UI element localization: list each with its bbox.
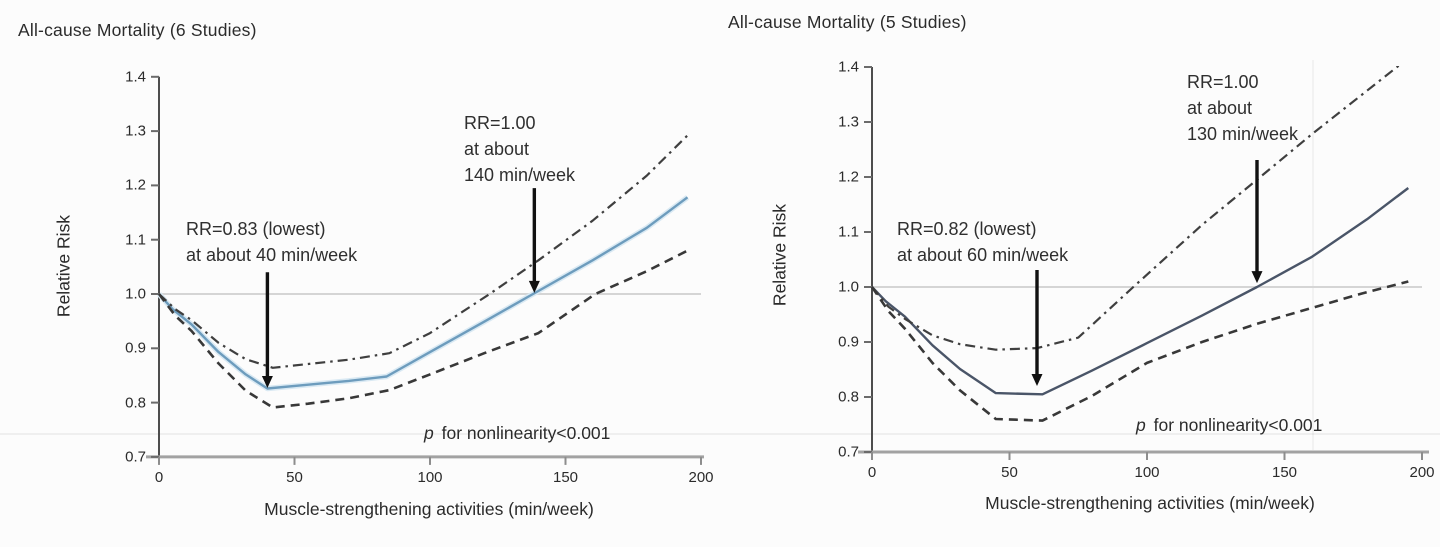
y-tick-label-left: 1.3 <box>125 122 146 140</box>
series-upper-95ci-left <box>158 134 689 369</box>
p-symbol: p <box>1136 415 1146 435</box>
y-tick-label-left: 0.7 <box>125 448 146 466</box>
series-upper-95ci-right <box>871 66 1401 351</box>
x-tick-label-left: 200 <box>688 469 714 486</box>
annotation-arrow-head-right-1 <box>1031 374 1043 386</box>
y-tick-label-left: 1.0 <box>125 285 146 303</box>
y-tick-label-left: 0.9 <box>125 339 146 357</box>
chart-title-left: All-cause Mortality (6 Studies) <box>18 20 257 40</box>
y-tick-label-right: 0.8 <box>838 388 859 406</box>
x-axis-label-right: Muscle-strengthening activities (min/wee… <box>985 493 1315 513</box>
x-tick-label-right: 0 <box>867 464 877 481</box>
x-tick-label-left: 0 <box>154 469 164 486</box>
y-tick-label-right: 1.3 <box>838 113 859 131</box>
y-tick-label-right: 0.9 <box>838 333 859 351</box>
p-nonlinearity-right: p for nonlinearity<0.001 <box>1136 415 1322 436</box>
annotation-text-right-2: RR=1.00 at about 130 min/week <box>1187 72 1299 144</box>
x-tick-label-left: 150 <box>552 469 579 486</box>
annotation-arrow-head-right-2 <box>1251 271 1263 284</box>
p-value-text: for nonlinearity<0.001 <box>1148 415 1323 435</box>
annotation-text-left-2: RR=1.00 at about 140 min/week <box>464 113 576 185</box>
y-tick-label-right: 1.0 <box>838 278 859 296</box>
x-tick-label-left: 100 <box>417 469 443 486</box>
series-lower-95ci-right <box>870 280 1409 422</box>
x-tick-label-right: 50 <box>1001 464 1018 481</box>
y-tick-label-right: 1.2 <box>838 168 859 186</box>
y-axis-label-left: Relative Risk <box>53 214 74 318</box>
x-axis-label-left: Muscle-strengthening activities (min/wee… <box>264 499 594 519</box>
y-tick-label-left: 0.8 <box>125 394 146 412</box>
y-tick-label-left: 1.4 <box>125 68 146 86</box>
chart-title-right: All-cause Mortality (5 Studies) <box>728 12 967 32</box>
annotation-arrow-head-left-1 <box>261 375 273 388</box>
annotation-arrow-head-left-2 <box>528 280 540 293</box>
series-pooled-estimate-left <box>158 196 689 390</box>
y-tick-label-right: 0.7 <box>838 443 859 461</box>
x-tick-label-right: 100 <box>1134 464 1160 481</box>
y-tick-label-right: 1.1 <box>838 223 859 241</box>
x-tick-label-left: 50 <box>286 469 303 486</box>
p-symbol: p <box>424 423 434 443</box>
y-tick-label-right: 1.4 <box>838 58 859 76</box>
y-tick-label-left: 1.2 <box>125 176 146 194</box>
annotation-text-right-1: RR=0.82 (lowest) at about 60 min/week <box>897 219 1069 265</box>
x-tick-label-right: 200 <box>1409 464 1435 481</box>
p-nonlinearity-left: p for nonlinearity<0.001 <box>424 423 610 444</box>
y-axis-label-right: Relative Risk <box>769 203 790 307</box>
series-lower-95ci-left <box>157 249 689 409</box>
annotation-text-left-1: RR=0.83 (lowest) at about 40 min/week <box>186 219 358 265</box>
y-tick-label-left: 1.1 <box>125 231 146 249</box>
x-tick-label-right: 150 <box>1271 464 1298 481</box>
p-value-text: for nonlinearity<0.001 <box>436 423 611 443</box>
